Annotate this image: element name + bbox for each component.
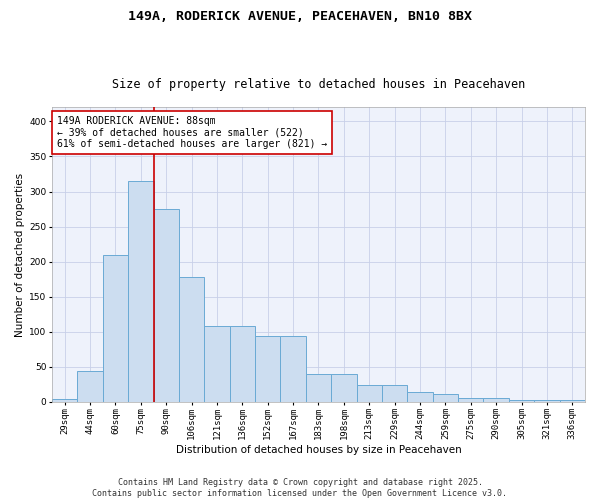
Bar [433, 394, 458, 402]
Bar [128, 181, 154, 402]
Bar [179, 277, 204, 402]
Text: Contains HM Land Registry data © Crown copyright and database right 2025.
Contai: Contains HM Land Registry data © Crown c… [92, 478, 508, 498]
Y-axis label: Number of detached properties: Number of detached properties [15, 172, 25, 336]
Bar [356, 385, 382, 402]
Bar [77, 371, 103, 402]
Bar [52, 399, 77, 402]
Bar [382, 385, 407, 402]
Bar [331, 374, 356, 402]
Bar [103, 254, 128, 402]
Bar [280, 336, 306, 402]
Bar [534, 400, 560, 402]
Text: 149A RODERICK AVENUE: 88sqm
← 39% of detached houses are smaller (522)
61% of se: 149A RODERICK AVENUE: 88sqm ← 39% of det… [58, 116, 328, 150]
Bar [407, 392, 433, 402]
X-axis label: Distribution of detached houses by size in Peacehaven: Distribution of detached houses by size … [176, 445, 461, 455]
Bar [509, 400, 534, 402]
Bar [154, 209, 179, 402]
Title: Size of property relative to detached houses in Peacehaven: Size of property relative to detached ho… [112, 78, 525, 91]
Bar [484, 398, 509, 402]
Bar [458, 398, 484, 402]
Bar [560, 400, 585, 402]
Bar [306, 374, 331, 402]
Bar [255, 336, 280, 402]
Bar [230, 326, 255, 402]
Bar [204, 326, 230, 402]
Text: 149A, RODERICK AVENUE, PEACEHAVEN, BN10 8BX: 149A, RODERICK AVENUE, PEACEHAVEN, BN10 … [128, 10, 472, 23]
